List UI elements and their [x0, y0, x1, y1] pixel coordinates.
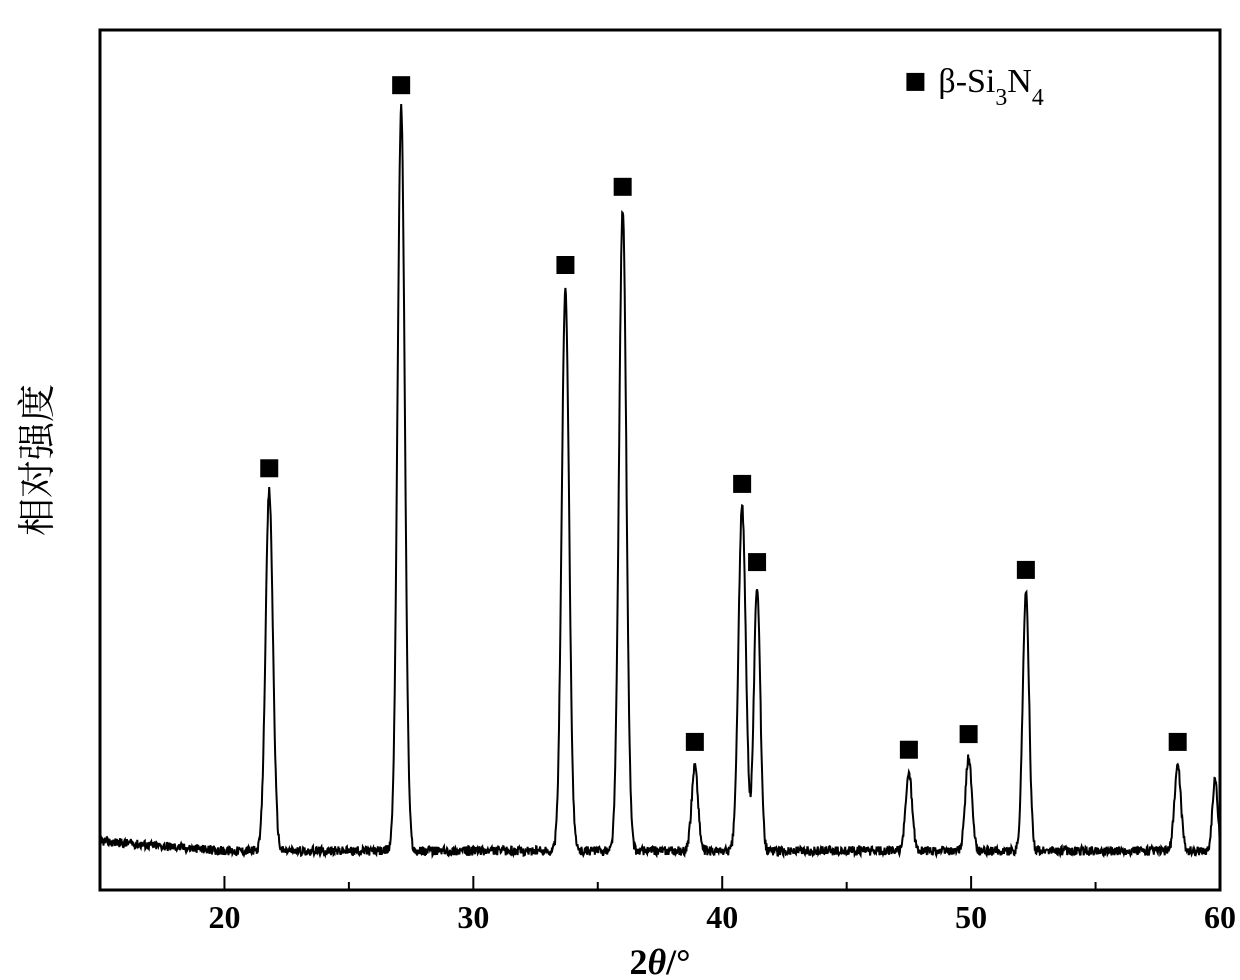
peak-marker: [733, 475, 751, 493]
peak-marker: [686, 733, 704, 751]
legend-marker: [906, 73, 924, 91]
peak-marker: [1017, 561, 1035, 579]
xrd-chart: 20304050602θ/°相对强度β-Si3N4: [0, 0, 1240, 980]
peak-marker: [748, 553, 766, 571]
y-axis-label: 相对强度: [6, 384, 61, 536]
x-tick-label: 40: [706, 899, 738, 935]
x-axis-label: 2θ/°: [629, 942, 690, 980]
peak-marker: [392, 76, 410, 94]
x-tick-label: 30: [457, 899, 489, 935]
x-tick-label: 60: [1204, 899, 1236, 935]
peak-marker: [900, 741, 918, 759]
peak-marker: [556, 256, 574, 274]
peak-marker: [960, 725, 978, 743]
peak-marker: [614, 178, 632, 196]
chart-svg: 20304050602θ/°相对强度β-Si3N4: [0, 0, 1240, 980]
peak-marker: [260, 459, 278, 477]
x-tick-label: 20: [208, 899, 240, 935]
peak-marker: [1169, 733, 1187, 751]
x-tick-label: 50: [955, 899, 987, 935]
